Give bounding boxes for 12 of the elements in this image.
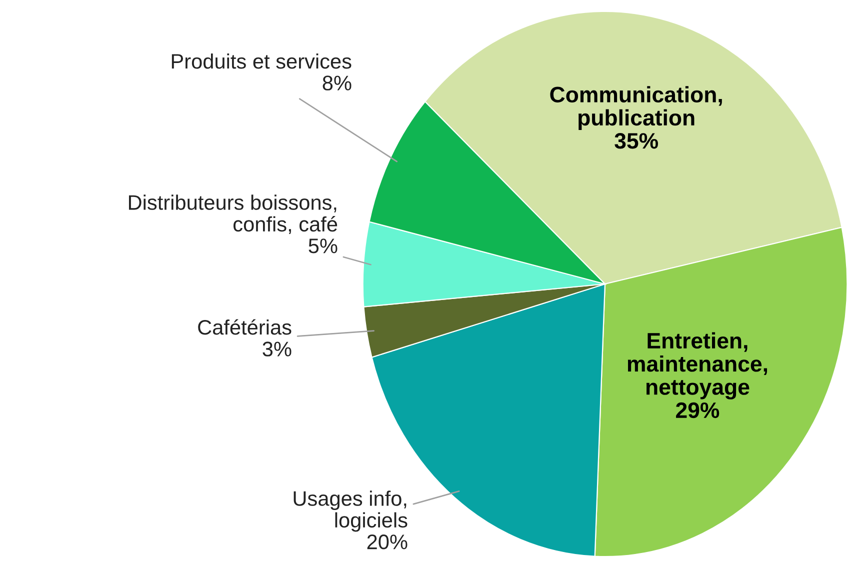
slice-label: Distributeurs boissons, confis, café — [128, 194, 338, 234]
data-label: 29% — [676, 402, 720, 418]
data-label: 5% — [308, 238, 338, 254]
slice-label: Cafétérias — [198, 319, 292, 335]
slice-label: Communication, publication — [550, 86, 722, 130]
data-label: 8% — [322, 76, 352, 90]
data-label: 35% — [614, 133, 658, 149]
slice-label: Entretien, maintenance, nettoyage — [628, 332, 768, 400]
data-label: 20% — [367, 534, 408, 550]
data-label: 3% — [262, 342, 292, 356]
slice-label: Usages info, logiciels — [294, 490, 408, 532]
slice-label: Produits et services — [172, 53, 352, 69]
